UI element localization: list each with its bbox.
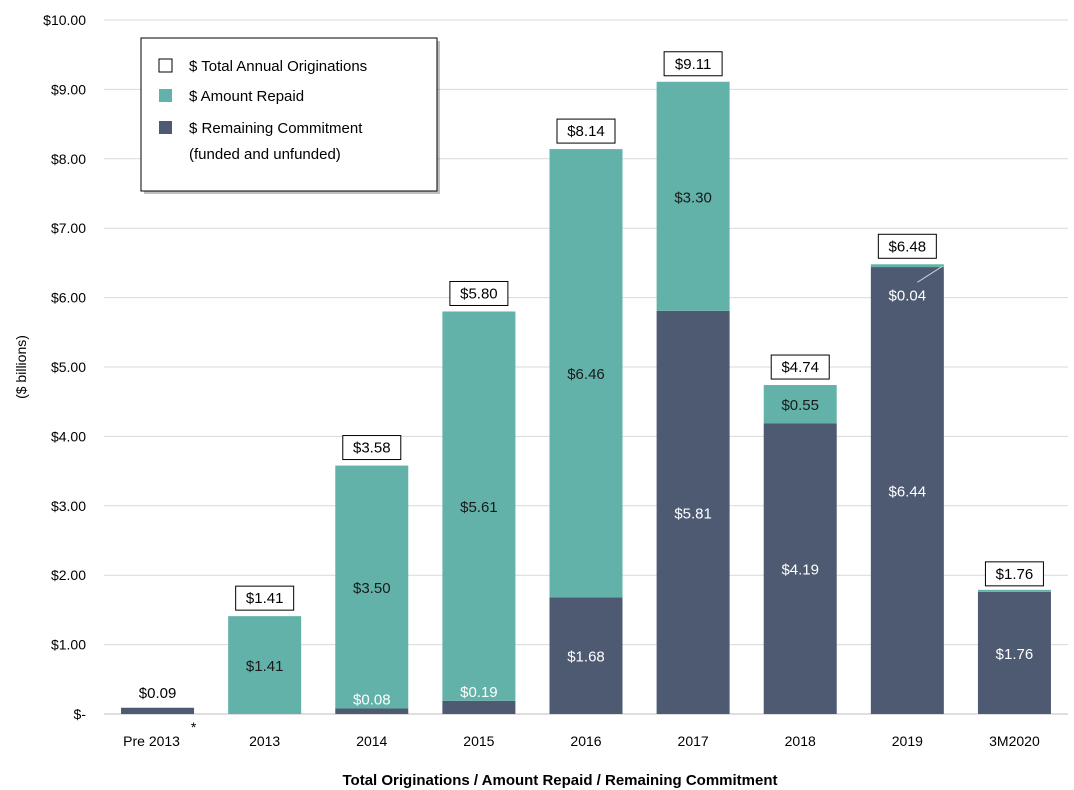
data-label-amount-repaid: $5.61 (460, 499, 498, 516)
bars: $0.09 $1.41 $1.41 $0.08 $3.50 $3.58 $0.19 $5.61… (121, 51, 1051, 714)
x-tick-label: 2013 (249, 733, 280, 749)
y-axis-ticks: $- $1.00 $2.00 $3.00 $4.00 $5.00 $6.00 $7.00 $8.… (43, 12, 86, 722)
y-tick-label: $7.00 (51, 220, 86, 236)
y-tick-label: $6.00 (51, 290, 86, 306)
data-label-total: $0.09 (139, 685, 177, 702)
data-label-total: $1.41 (246, 590, 284, 607)
bar-segment-remaining-commitment (977, 591, 1051, 714)
legend-box (140, 37, 438, 192)
data-label-remaining-commitment: $6.44 (889, 484, 927, 501)
x-tick-label: 2019 (892, 733, 923, 749)
x-tick-label: 2016 (570, 733, 601, 749)
data-label-total: $4.74 (781, 359, 819, 376)
x-tick-label: 2018 (785, 733, 816, 749)
bar-segment-amount-repaid (442, 311, 516, 701)
y-tick-label: $10.00 (43, 12, 86, 28)
data-label-total: $1.76 (996, 566, 1034, 583)
total-label-box (877, 233, 937, 259)
bar-segment-amount-repaid (549, 149, 623, 598)
data-label-amount-repaid: $0.04 (889, 287, 927, 304)
total-label-box (770, 354, 830, 380)
legend-marker-total (158, 58, 173, 73)
data-label-remaining-commitment: $5.81 (674, 505, 712, 522)
total-label-box (342, 435, 402, 461)
bar-segment-remaining-commitment (121, 707, 195, 714)
x-axis-label: Total Originations / Amount Repaid / Rem… (342, 772, 777, 789)
data-label-amount-repaid: $1.41 (246, 658, 284, 675)
data-label-remaining-commitment: $0.08 (353, 691, 391, 708)
bar-segment-remaining-commitment (549, 597, 623, 714)
y-tick-label: $1.00 (51, 637, 86, 653)
total-label-box (449, 280, 509, 306)
legend-marker (159, 89, 172, 102)
bar-segment-amount-repaid (763, 385, 837, 424)
x-axis-categories: Pre 2013 2013 2014 2015 2016 2017 2018 2019 3M20… (123, 719, 1040, 749)
data-label-remaining-commitment: $1.68 (567, 649, 605, 666)
bar-segment-remaining-commitment (442, 700, 516, 714)
y-tick-label: $5.00 (51, 359, 86, 375)
x-tick-label: 2017 (678, 733, 709, 749)
bar-segment-edge (977, 589, 1051, 592)
data-label-total: $6.48 (889, 238, 927, 255)
legend-marker (159, 121, 172, 134)
data-label-remaining-commitment: $1.76 (996, 646, 1034, 663)
data-label-amount-repaid: $6.46 (567, 366, 605, 383)
data-label-remaining-commitment: $4.19 (781, 562, 819, 579)
legend: $ Total Annual Originations $ Amount Repa… (140, 37, 440, 194)
data-label-amount-repaid: $3.30 (674, 189, 712, 206)
y-tick-label: $- (74, 706, 87, 722)
y-tick-label: $3.00 (51, 498, 86, 514)
data-label-total: $9.11 (675, 56, 711, 73)
bar-segment-remaining-commitment (870, 267, 944, 714)
y-tick-label: $4.00 (51, 428, 86, 444)
x-tick-label: 2015 (463, 733, 494, 749)
data-label-amount-repaid: $0.55 (781, 397, 819, 414)
y-tick-label: $2.00 (51, 567, 86, 583)
bar-segment-amount-repaid (228, 616, 302, 714)
data-label-total: $3.58 (353, 440, 391, 457)
data-label-remaining-commitment: $0.19 (460, 684, 498, 701)
leader-line (917, 265, 943, 283)
x-tick-label: Pre 2013 (123, 733, 180, 749)
bar-segment-remaining-commitment (656, 310, 730, 714)
x-tick-label: 3M2020 (989, 733, 1040, 749)
bar-segment-remaining-commitment (763, 423, 837, 714)
total-label-box (663, 51, 723, 77)
data-label-total: $5.80 (460, 285, 498, 302)
legend-label: $ Total Annual Originations (189, 58, 367, 75)
data-label-total: $8.14 (567, 123, 605, 140)
data-label-amount-repaid: $3.50 (353, 580, 391, 597)
legend-label: $ Remaining Commitment (189, 120, 363, 137)
total-label-box (235, 585, 295, 611)
bar-segment-remaining-commitment (335, 708, 409, 714)
total-label-box (556, 118, 616, 144)
footnote-marker: * (191, 719, 197, 735)
legend-label: $ Amount Repaid (189, 88, 304, 105)
legend-label-line2: (funded and unfunded) (189, 146, 341, 163)
y-tick-label: $8.00 (51, 151, 86, 167)
bar-segment-amount-repaid (870, 264, 944, 268)
total-label-box (984, 561, 1044, 587)
y-tick-label: $9.00 (51, 81, 86, 97)
bar-segment-amount-repaid (656, 81, 730, 311)
bar-segment-amount-repaid (335, 465, 409, 709)
y-axis-label: ($ billions) (13, 335, 29, 399)
x-tick-label: 2014 (356, 733, 387, 749)
